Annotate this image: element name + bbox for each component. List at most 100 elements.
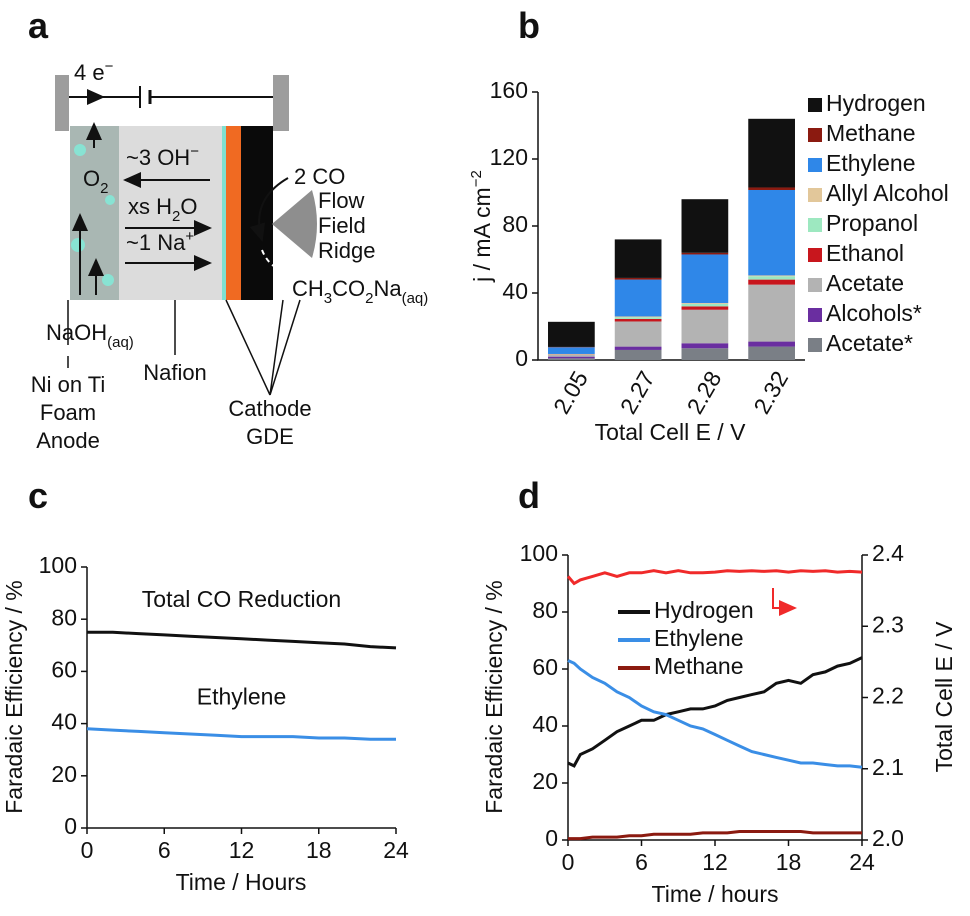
bar-segment: [748, 189, 795, 276]
legend-label: Ethylene: [654, 625, 744, 651]
bar-segment: [614, 316, 662, 318]
cathode-label: GDE: [246, 424, 294, 449]
legend-swatch: [808, 278, 822, 292]
bar-segment: [548, 347, 595, 354]
legend-swatch: [808, 338, 822, 352]
cathode-label: Cathode: [228, 396, 311, 421]
legend-label: Propanol: [826, 210, 918, 236]
series-line: [568, 830, 862, 841]
legend-label: Methane: [654, 653, 744, 679]
bar-segment: [681, 199, 729, 253]
nafion-membrane: [119, 126, 222, 300]
bar-segment: [548, 321, 595, 347]
y-tick-label: 80: [51, 604, 77, 630]
x-tick-label: 6: [635, 849, 648, 875]
series-label: Ethylene: [197, 684, 287, 710]
panel-label: a: [28, 5, 49, 46]
bar-segment: [614, 279, 662, 317]
flow-field: Ridge: [318, 238, 375, 263]
bar-segment: [748, 276, 795, 280]
y-tick-label: 160: [490, 77, 528, 103]
x-axis-label: Time / hours: [652, 881, 779, 907]
bar-segment: [614, 318, 662, 322]
y-axis-label: Faradaic Efficiency / %: [481, 580, 507, 814]
water: xs H2O: [128, 194, 197, 225]
series-line: [87, 630, 397, 650]
cell-diagram: 4 e− O2 ~3 OH− xs H2O ~1 Na+ 2 CO Flow F…: [31, 58, 429, 453]
bar-segment: [614, 277, 662, 280]
foam-texture: [71, 238, 85, 252]
legend-label: Acetate: [826, 270, 904, 296]
anode-label: Anode: [36, 428, 100, 453]
bar-segment: [681, 252, 729, 255]
y-tick-label: 0: [64, 813, 77, 839]
y-tick-label: 20: [51, 761, 77, 787]
bar-segment: [748, 187, 795, 190]
hydroxide: ~3 OH−: [126, 143, 199, 170]
bar-segment: [681, 303, 729, 307]
y2-axis-label: Total Cell E / V: [931, 621, 957, 772]
y-tick-label: 100: [520, 540, 558, 566]
arrow: [261, 249, 291, 273]
x-tick-label: 2.27: [615, 367, 660, 419]
bar-segment: [681, 343, 729, 349]
flow-field: Field: [318, 213, 366, 238]
product: CH3CO2Na(aq): [292, 276, 428, 307]
x-tick-label: 18: [776, 849, 802, 875]
panel-label: c: [28, 475, 48, 516]
anode-label: Foam: [40, 400, 96, 425]
bar-segment: [748, 118, 795, 188]
legend-label: Alcohols*: [826, 300, 922, 326]
x-tick-label: 2.28: [682, 367, 727, 419]
flow-field-ridge: [272, 190, 317, 258]
bar-segment: [681, 309, 729, 344]
legend-swatch: [808, 248, 822, 262]
y-axis-label: j / mA cm−2: [468, 170, 495, 283]
arrow: [249, 177, 289, 242]
y-tick-label: 100: [39, 552, 77, 578]
cathode-post: [273, 75, 289, 131]
panel-label: d: [518, 475, 540, 516]
legend-swatch: [808, 218, 822, 232]
anode-post: [55, 75, 69, 131]
legend-swatch: [808, 98, 822, 112]
legend-label: Methane: [826, 120, 916, 146]
sodium: ~1 Na+: [126, 228, 194, 255]
bar-segment: [614, 349, 662, 360]
series-line: [86, 727, 396, 741]
bar-segment: [548, 358, 595, 360]
x-axis-label: Total Cell E / V: [595, 419, 746, 445]
text-part: −2: [468, 170, 485, 187]
foam-texture: [74, 144, 86, 156]
y-tick-label: 80: [532, 597, 558, 623]
y-tick-label: 20: [532, 768, 558, 794]
x-tick-label: 18: [306, 837, 332, 863]
bar-segment: [614, 321, 662, 347]
oxygen: O2: [83, 166, 108, 197]
membrane-label: Nafion: [143, 360, 207, 385]
bar-segment: [748, 275, 795, 277]
electrolyte: NaOH(aq): [46, 320, 134, 351]
bar-segment: [681, 348, 729, 360]
legend-swatch: [808, 188, 822, 202]
x-tick-label: 6: [158, 837, 171, 863]
legend-label: Hydrogen: [654, 597, 754, 623]
foam-texture: [102, 274, 114, 286]
x-tick-label: 24: [383, 837, 409, 863]
bar-segment: [614, 239, 662, 278]
y-tick-label: 40: [51, 709, 77, 735]
series-line: [567, 659, 863, 769]
flow-field: Flow: [318, 188, 365, 213]
legend-label: Hydrogen: [826, 90, 926, 116]
catalyst-layer: [222, 126, 226, 300]
axis-pointer: [772, 588, 797, 616]
y2-tick-label: 2.2: [872, 683, 904, 709]
bar-segment: [748, 346, 795, 360]
y-tick-label: 60: [51, 656, 77, 682]
gde-layer: [226, 126, 241, 300]
bar-segment: [548, 354, 595, 357]
x-tick-label: 12: [229, 837, 255, 863]
bar-segment: [614, 346, 662, 350]
y-tick-label: 40: [502, 278, 528, 304]
